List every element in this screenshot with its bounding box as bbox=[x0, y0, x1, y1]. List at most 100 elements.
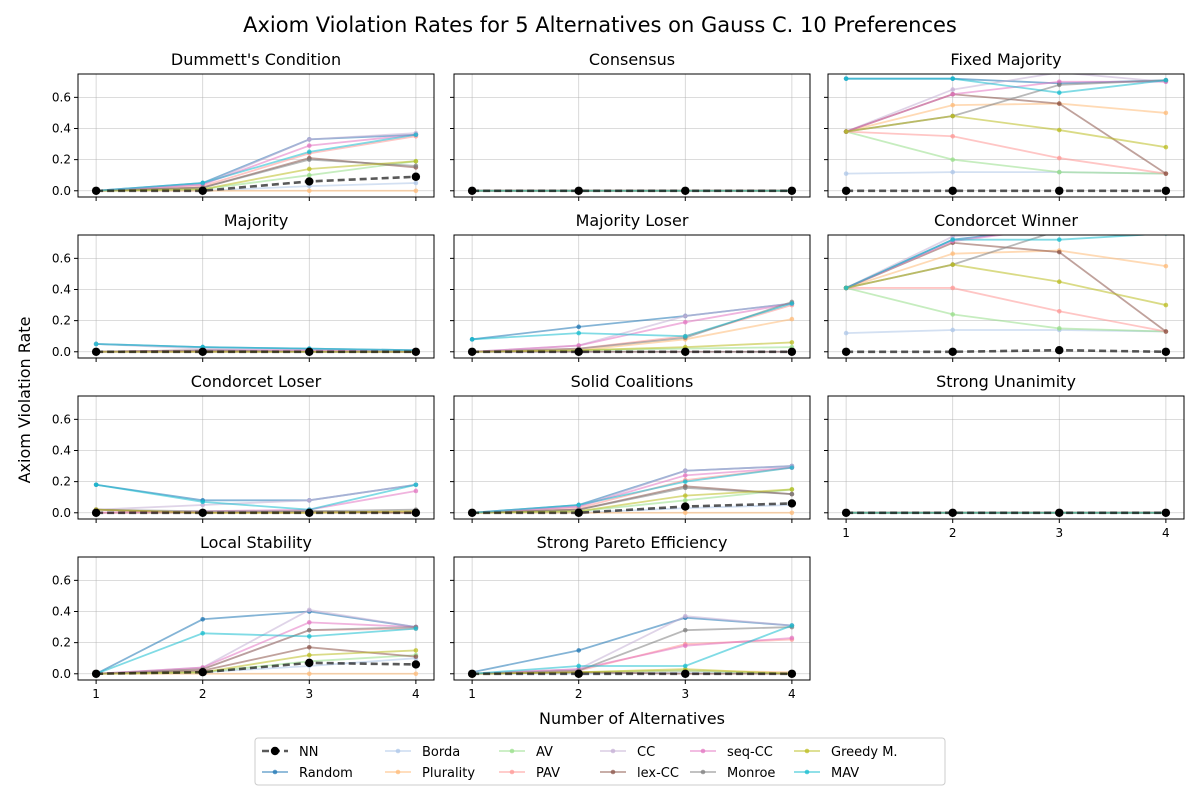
series-line bbox=[846, 348, 1166, 354]
series-line bbox=[96, 133, 417, 192]
data-point bbox=[306, 620, 312, 625]
series-nn bbox=[467, 499, 797, 517]
legend-marker bbox=[272, 769, 278, 775]
data-point bbox=[789, 340, 795, 345]
panel-condorcet-winner: Condorcet Winner bbox=[824, 211, 1185, 362]
subplot-title: Consensus bbox=[589, 50, 675, 69]
data-point bbox=[950, 102, 956, 108]
data-point bbox=[306, 188, 312, 194]
y-tick-label: 0.4 bbox=[52, 604, 71, 618]
panel-strong-unanimity: 1 2 3 4 Strong Unanimity bbox=[824, 372, 1185, 540]
series-line bbox=[472, 341, 792, 353]
series-line bbox=[845, 115, 1167, 149]
legend-item-mav: MAV bbox=[794, 766, 859, 781]
y-tick-label: 0.0 bbox=[52, 184, 71, 198]
x-tick-label: 2 bbox=[575, 687, 583, 701]
series-nn bbox=[467, 669, 797, 678]
series-mav bbox=[843, 76, 1169, 95]
data-point bbox=[413, 132, 419, 138]
data-point bbox=[574, 347, 583, 356]
series-pav bbox=[843, 129, 1169, 176]
legend-marker bbox=[610, 769, 616, 775]
data-point bbox=[787, 499, 797, 508]
series-line bbox=[96, 175, 416, 193]
data-point bbox=[1163, 302, 1169, 308]
y-tick-label: 0.4 bbox=[52, 443, 71, 457]
legend-item-monroe: Monroe bbox=[690, 766, 775, 781]
y-tick-label: 0.2 bbox=[52, 153, 71, 167]
axes-frame bbox=[453, 73, 811, 198]
series-mav bbox=[93, 626, 419, 677]
data-point bbox=[1163, 329, 1169, 334]
legend-item-plurality: Plurality bbox=[385, 766, 475, 781]
data-point bbox=[682, 627, 688, 633]
y-tick-label: 0.4 bbox=[52, 282, 71, 296]
data-point bbox=[681, 502, 690, 511]
y-tick-label: 0.2 bbox=[52, 636, 71, 650]
series-line bbox=[96, 626, 416, 675]
legend-marker bbox=[395, 769, 401, 775]
data-point bbox=[467, 508, 477, 517]
data-point bbox=[789, 301, 795, 306]
data-point bbox=[306, 671, 312, 677]
data-point bbox=[1055, 186, 1064, 195]
legend-item-greedy-m: Greedy M. bbox=[794, 745, 898, 760]
data-point bbox=[305, 508, 314, 517]
legend-marker bbox=[509, 769, 515, 775]
data-point bbox=[950, 262, 956, 267]
data-point bbox=[1161, 186, 1171, 195]
data-point bbox=[1164, 225, 1169, 230]
data-point bbox=[843, 76, 849, 81]
data-point bbox=[1055, 346, 1064, 355]
data-point bbox=[1164, 225, 1169, 230]
series-nn bbox=[91, 658, 421, 678]
legend-item-av: AV bbox=[499, 745, 553, 760]
series-group bbox=[91, 482, 421, 517]
y-axis-label: Axiom Violation Rate bbox=[15, 317, 34, 484]
series-line bbox=[472, 302, 793, 341]
data-point bbox=[789, 623, 795, 628]
data-point bbox=[1163, 144, 1169, 150]
data-point bbox=[306, 172, 312, 178]
data-point bbox=[1056, 90, 1062, 95]
series-line bbox=[95, 627, 416, 675]
data-point bbox=[198, 347, 207, 356]
data-point bbox=[950, 113, 956, 119]
data-point bbox=[306, 645, 312, 650]
legend-item-pav: PAV bbox=[499, 766, 560, 781]
legend-label: NN bbox=[299, 745, 318, 760]
data-point bbox=[682, 468, 688, 474]
data-point bbox=[1164, 225, 1169, 230]
data-point bbox=[681, 186, 690, 195]
series-line bbox=[846, 287, 1167, 333]
series-nn bbox=[467, 347, 797, 356]
data-point bbox=[574, 669, 583, 678]
data-point bbox=[787, 669, 797, 678]
x-tick-label: 2 bbox=[199, 687, 207, 701]
data-point bbox=[1163, 110, 1169, 116]
subplot-title: Strong Pareto Efficiency bbox=[537, 533, 728, 552]
subplot-title: Condorcet Winner bbox=[934, 211, 1078, 230]
data-point bbox=[91, 186, 101, 195]
data-point bbox=[306, 157, 312, 162]
data-point bbox=[91, 669, 101, 678]
legend-item-cc: CC bbox=[600, 745, 655, 760]
data-point bbox=[950, 285, 956, 291]
subplot-grid: 0.0 0.2 0.4 0.6 Dummett's Condition Consensus… bbox=[52, 50, 1185, 701]
data-point bbox=[841, 508, 851, 517]
panel-strong-pareto-efficiency: 1 2 3 4 Strong Pareto Efficiency bbox=[450, 533, 811, 701]
data-point bbox=[950, 251, 956, 256]
data-point bbox=[682, 493, 688, 498]
data-point bbox=[91, 347, 101, 356]
series-random bbox=[469, 301, 795, 342]
y-tick-label: 0.0 bbox=[52, 506, 71, 520]
data-point bbox=[682, 313, 688, 319]
x-tick-label: 4 bbox=[412, 687, 420, 701]
data-point bbox=[576, 663, 582, 669]
series-line bbox=[845, 249, 1167, 289]
data-point bbox=[413, 671, 419, 677]
panel-solid-coalitions: Solid Coalitions bbox=[450, 372, 811, 523]
data-point bbox=[1163, 263, 1169, 269]
series-group bbox=[91, 607, 421, 678]
